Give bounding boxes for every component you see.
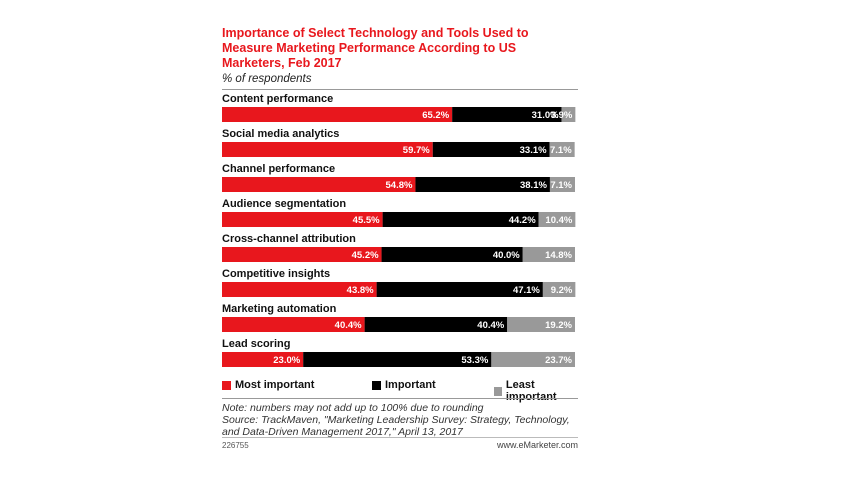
category-label: Audience segmentation [222, 198, 346, 210]
chart-title: Importance of Select Technology and Tool… [222, 26, 529, 70]
bar-segment-least-important [561, 107, 576, 122]
bar-segment-most-important [222, 212, 383, 227]
legend-swatch [372, 380, 381, 390]
bar-value-label: 38.1% [520, 180, 547, 191]
bar-value-label: 45.5% [353, 215, 380, 226]
bar-segment-least-important [507, 317, 575, 332]
source-line-2: and Data-Driven Management 2017," April … [222, 426, 463, 438]
category-label: Marketing automation [222, 303, 337, 315]
bar-value-label: 7.1% [550, 180, 572, 191]
bar-segment-least-important [538, 212, 576, 227]
category-label: Competitive insights [222, 268, 330, 280]
category-label: Lead scoring [222, 338, 290, 350]
bar-value-label: 43.8% [347, 285, 374, 296]
legend-item: Least important [494, 379, 578, 403]
bar-segment-important [364, 317, 508, 332]
legend-label: Least important [505, 379, 557, 403]
bar-segment-least-important [522, 247, 575, 262]
legend-item: Most important [222, 379, 314, 391]
bar-value-label: 65.2% [422, 110, 449, 121]
bar-segment-important [432, 142, 550, 157]
bar-value-label: 59.7% [403, 145, 430, 156]
bar-segment-most-important [222, 177, 416, 192]
bar-segment-important [382, 212, 539, 227]
bar-segment-most-important [222, 247, 382, 262]
bar-value-label: 23.0% [273, 355, 300, 366]
brand-link[interactable]: www.eMarketer.com [496, 440, 578, 450]
bar-value-label: 14.8% [545, 250, 572, 261]
footer-divider [222, 437, 578, 438]
bar-value-label: 44.2% [509, 215, 536, 226]
source-line-1: Source: TrackMaven, "Marketing Leadershi… [222, 414, 570, 426]
bar-segment-least-important [549, 142, 575, 157]
category-label: Social media analytics [222, 128, 339, 140]
bar-segment-most-important [222, 142, 433, 157]
bar-segment-most-important [222, 317, 365, 332]
note-text: Note: numbers may not add up to 100% due… [222, 402, 484, 414]
notes: Note: numbers may not add up to 100% due… [222, 402, 578, 438]
bar-value-label: 7.1% [550, 145, 572, 156]
bar-segment-least-important [549, 177, 575, 192]
bar-segment-least-important [542, 282, 576, 297]
legend-label: Most important [235, 379, 315, 391]
bar-value-label: 54.8% [386, 180, 413, 191]
legend-swatch [494, 386, 502, 396]
bar-segment-important [452, 107, 562, 122]
legend-swatch [222, 380, 231, 390]
bar-value-label: 10.4% [545, 215, 572, 226]
category-label: Channel performance [222, 163, 335, 175]
category-label: Cross-channel attribution [222, 233, 356, 245]
chart-subtitle: % of respondents [222, 73, 312, 85]
bar-value-label: 45.2% [352, 250, 379, 261]
bar-segment-most-important [222, 107, 453, 122]
bar-value-label: 31.0% [532, 110, 559, 121]
category-label: Content performance [222, 93, 333, 105]
bar-segment-important [303, 352, 492, 367]
bar-value-label: 23.7% [545, 355, 572, 366]
bar-value-label: 40.4% [477, 320, 504, 331]
legend-label: Important [385, 379, 436, 391]
bar-value-label: 9.2% [551, 285, 573, 296]
bar-segment-most-important [222, 282, 377, 297]
bar-value-label: 53.3% [461, 355, 488, 366]
bar-segment-important [415, 177, 550, 192]
bar-segment-least-important [491, 352, 575, 367]
bar-value-label: 3.9% [551, 110, 573, 121]
top-divider [222, 89, 578, 90]
bar-value-label: 40.4% [335, 320, 362, 331]
bar-value-label: 19.2% [545, 320, 572, 331]
legend-item: Important [372, 379, 436, 391]
stacked-bar-plot: Content performance 65.2% 31.0%3.9% Social … [222, 93, 576, 367]
bar-segment-most-important [222, 352, 304, 367]
chart-card: Importance of Select Technology and Tool… [222, 26, 578, 456]
chart-id: 226755 [222, 441, 249, 450]
bar-value-label: 33.1% [520, 145, 547, 156]
bar-value-label: 47.1% [513, 285, 540, 296]
bottom-divider [222, 398, 578, 399]
bar-segment-important [381, 247, 523, 262]
bar-segment-important [376, 282, 543, 297]
legend: Most important Important Least important [222, 379, 578, 403]
bar-value-label: 40.0% [493, 250, 520, 261]
